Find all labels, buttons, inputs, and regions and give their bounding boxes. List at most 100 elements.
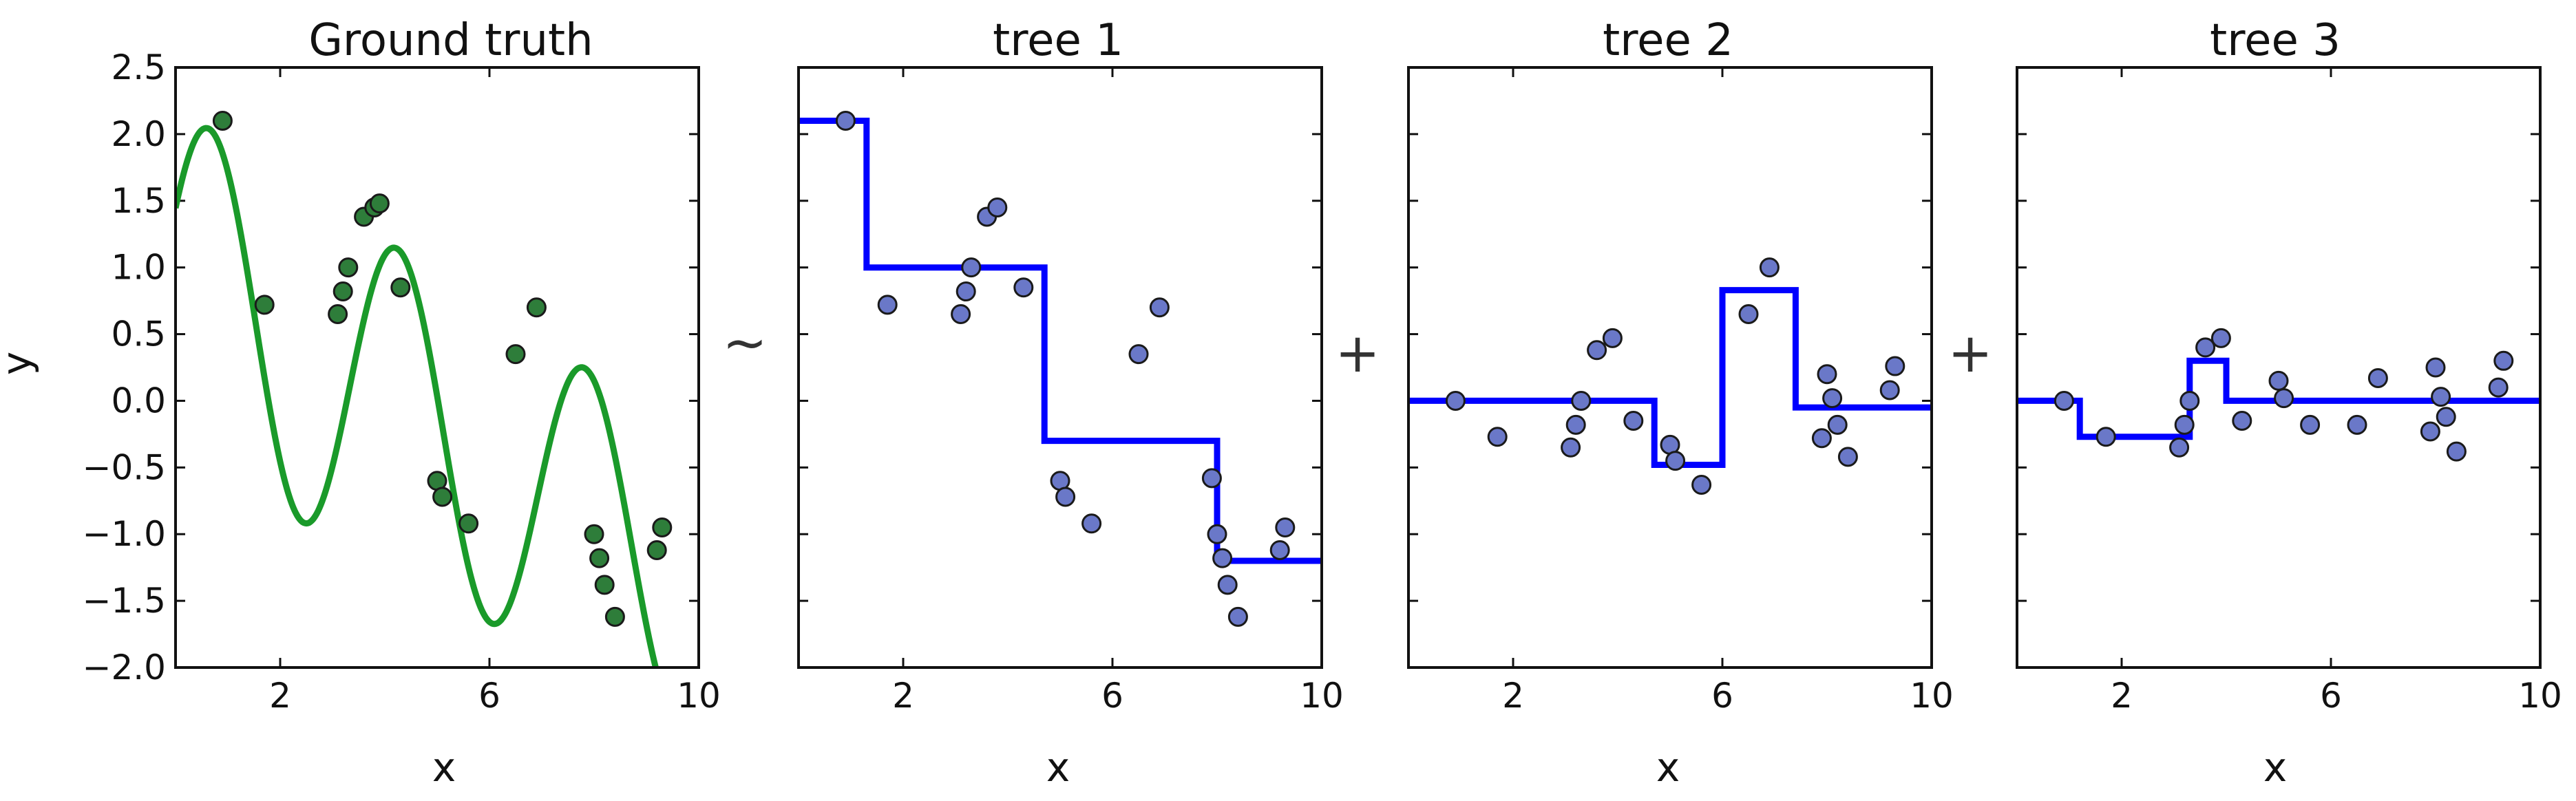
data-point <box>1691 475 1712 495</box>
data-point <box>1227 606 1248 627</box>
data-point <box>1149 297 1170 318</box>
data-point <box>2425 357 2446 378</box>
data-point <box>1565 414 1586 435</box>
data-point <box>2420 421 2440 442</box>
data-point <box>604 606 625 627</box>
data-point <box>328 303 348 324</box>
approx-operator: ~ <box>722 312 767 374</box>
data-point <box>1837 447 1858 467</box>
data-point <box>589 548 610 568</box>
panel-tree-2: tree 2 x 2 6 10 <box>1407 15 1954 791</box>
data-point <box>951 303 971 324</box>
y-axis-label: y <box>0 352 40 375</box>
panel-tree-3: tree 3 x 2 6 10 <box>2016 15 2562 791</box>
data-point <box>1827 414 1848 435</box>
data-point <box>987 197 1008 217</box>
panel-ground-truth: Ground truth y x 2 6 10 2.5 2.0 1.5 1.0 0.5 0.0 −… <box>0 15 721 791</box>
x-tick-label: 6 <box>1711 676 1733 716</box>
x-tick-label: 2 <box>269 676 291 716</box>
data-point <box>1217 575 1238 595</box>
panel-title: tree 1 <box>993 15 1123 66</box>
data-point <box>526 297 547 318</box>
y-tick-label: 0.0 <box>111 381 166 420</box>
data-point <box>2169 437 2190 458</box>
data-point <box>1885 356 1905 376</box>
data-point <box>2347 414 2367 435</box>
data-point <box>2300 414 2321 435</box>
x-tick-label: 2 <box>1502 676 1524 716</box>
data-point <box>1561 437 1581 458</box>
data-point <box>2274 388 2294 409</box>
x-tick-label: 6 <box>1101 676 1123 716</box>
data-point <box>956 281 976 302</box>
data-point <box>212 111 233 131</box>
data-point <box>1201 468 1222 489</box>
data-point <box>1817 364 1837 385</box>
x-tick-label: 10 <box>1910 676 1954 716</box>
data-point <box>1487 427 1508 447</box>
data-point <box>1623 411 1644 431</box>
y-tick-label: −1.5 <box>83 581 166 621</box>
x-tick-label: 10 <box>677 676 721 716</box>
panel-title: Ground truth <box>308 15 593 66</box>
data-point <box>1738 303 1759 324</box>
data-point <box>961 257 982 278</box>
data-point <box>1759 257 1780 278</box>
panel-tree-1: tree 1 x 2 6 10 <box>797 15 1344 791</box>
plot-frame <box>797 66 1323 669</box>
data-point <box>1665 451 1686 471</box>
data-point <box>505 344 526 365</box>
data-point <box>1879 380 1900 400</box>
data-point <box>2195 337 2216 358</box>
data-point <box>2493 350 2514 371</box>
data-point <box>1587 340 1607 361</box>
x-tick-label: 2 <box>2111 676 2133 716</box>
y-tick-label: −1.0 <box>83 514 166 554</box>
data-point <box>2210 328 2231 348</box>
x-tick-label: 10 <box>1300 676 1344 716</box>
x-axis-label: x <box>432 744 456 791</box>
data-point <box>1602 328 1623 348</box>
data-point <box>2232 411 2252 431</box>
data-point <box>1822 388 1843 409</box>
data-point <box>390 277 411 298</box>
ground-truth-curve <box>177 125 659 666</box>
x-axis-label: x <box>1046 744 1070 791</box>
tree-step-line <box>1410 287 1930 468</box>
data-point <box>2431 387 2451 407</box>
x-axis-label: x <box>2263 744 2287 791</box>
data-point <box>1269 540 1290 560</box>
data-point <box>332 281 353 302</box>
data-point <box>584 524 604 544</box>
y-tick-label: 0.5 <box>111 314 166 354</box>
data-point <box>877 295 898 315</box>
y-tick-label: 1.0 <box>111 248 166 288</box>
data-point <box>2268 370 2289 391</box>
data-point <box>2436 407 2456 427</box>
plot-frame <box>2016 66 2542 669</box>
data-point <box>1445 390 1466 411</box>
data-point <box>835 111 856 131</box>
x-tick-label: 6 <box>478 676 500 716</box>
panel-title: tree 3 <box>2210 15 2341 66</box>
x-axis-label: x <box>1656 744 1680 791</box>
data-point <box>1212 548 1233 568</box>
data-point <box>1128 344 1149 365</box>
data-point <box>594 575 615 595</box>
data-point <box>1811 428 1832 449</box>
data-point <box>2054 390 2074 411</box>
y-tick-label: 2.0 <box>111 114 166 154</box>
data-point <box>2179 390 2200 411</box>
data-point <box>1207 524 1227 544</box>
data-point <box>652 517 673 538</box>
y-tick-label: −2.0 <box>83 648 166 687</box>
data-point <box>1055 487 1076 507</box>
plus-operator: + <box>1947 323 1992 385</box>
data-point <box>254 295 275 315</box>
data-point <box>1013 277 1034 298</box>
data-point <box>1081 513 1102 534</box>
x-tick-label: 10 <box>2518 676 2562 716</box>
plus-operator: + <box>1335 323 1380 385</box>
data-point <box>2174 414 2195 435</box>
